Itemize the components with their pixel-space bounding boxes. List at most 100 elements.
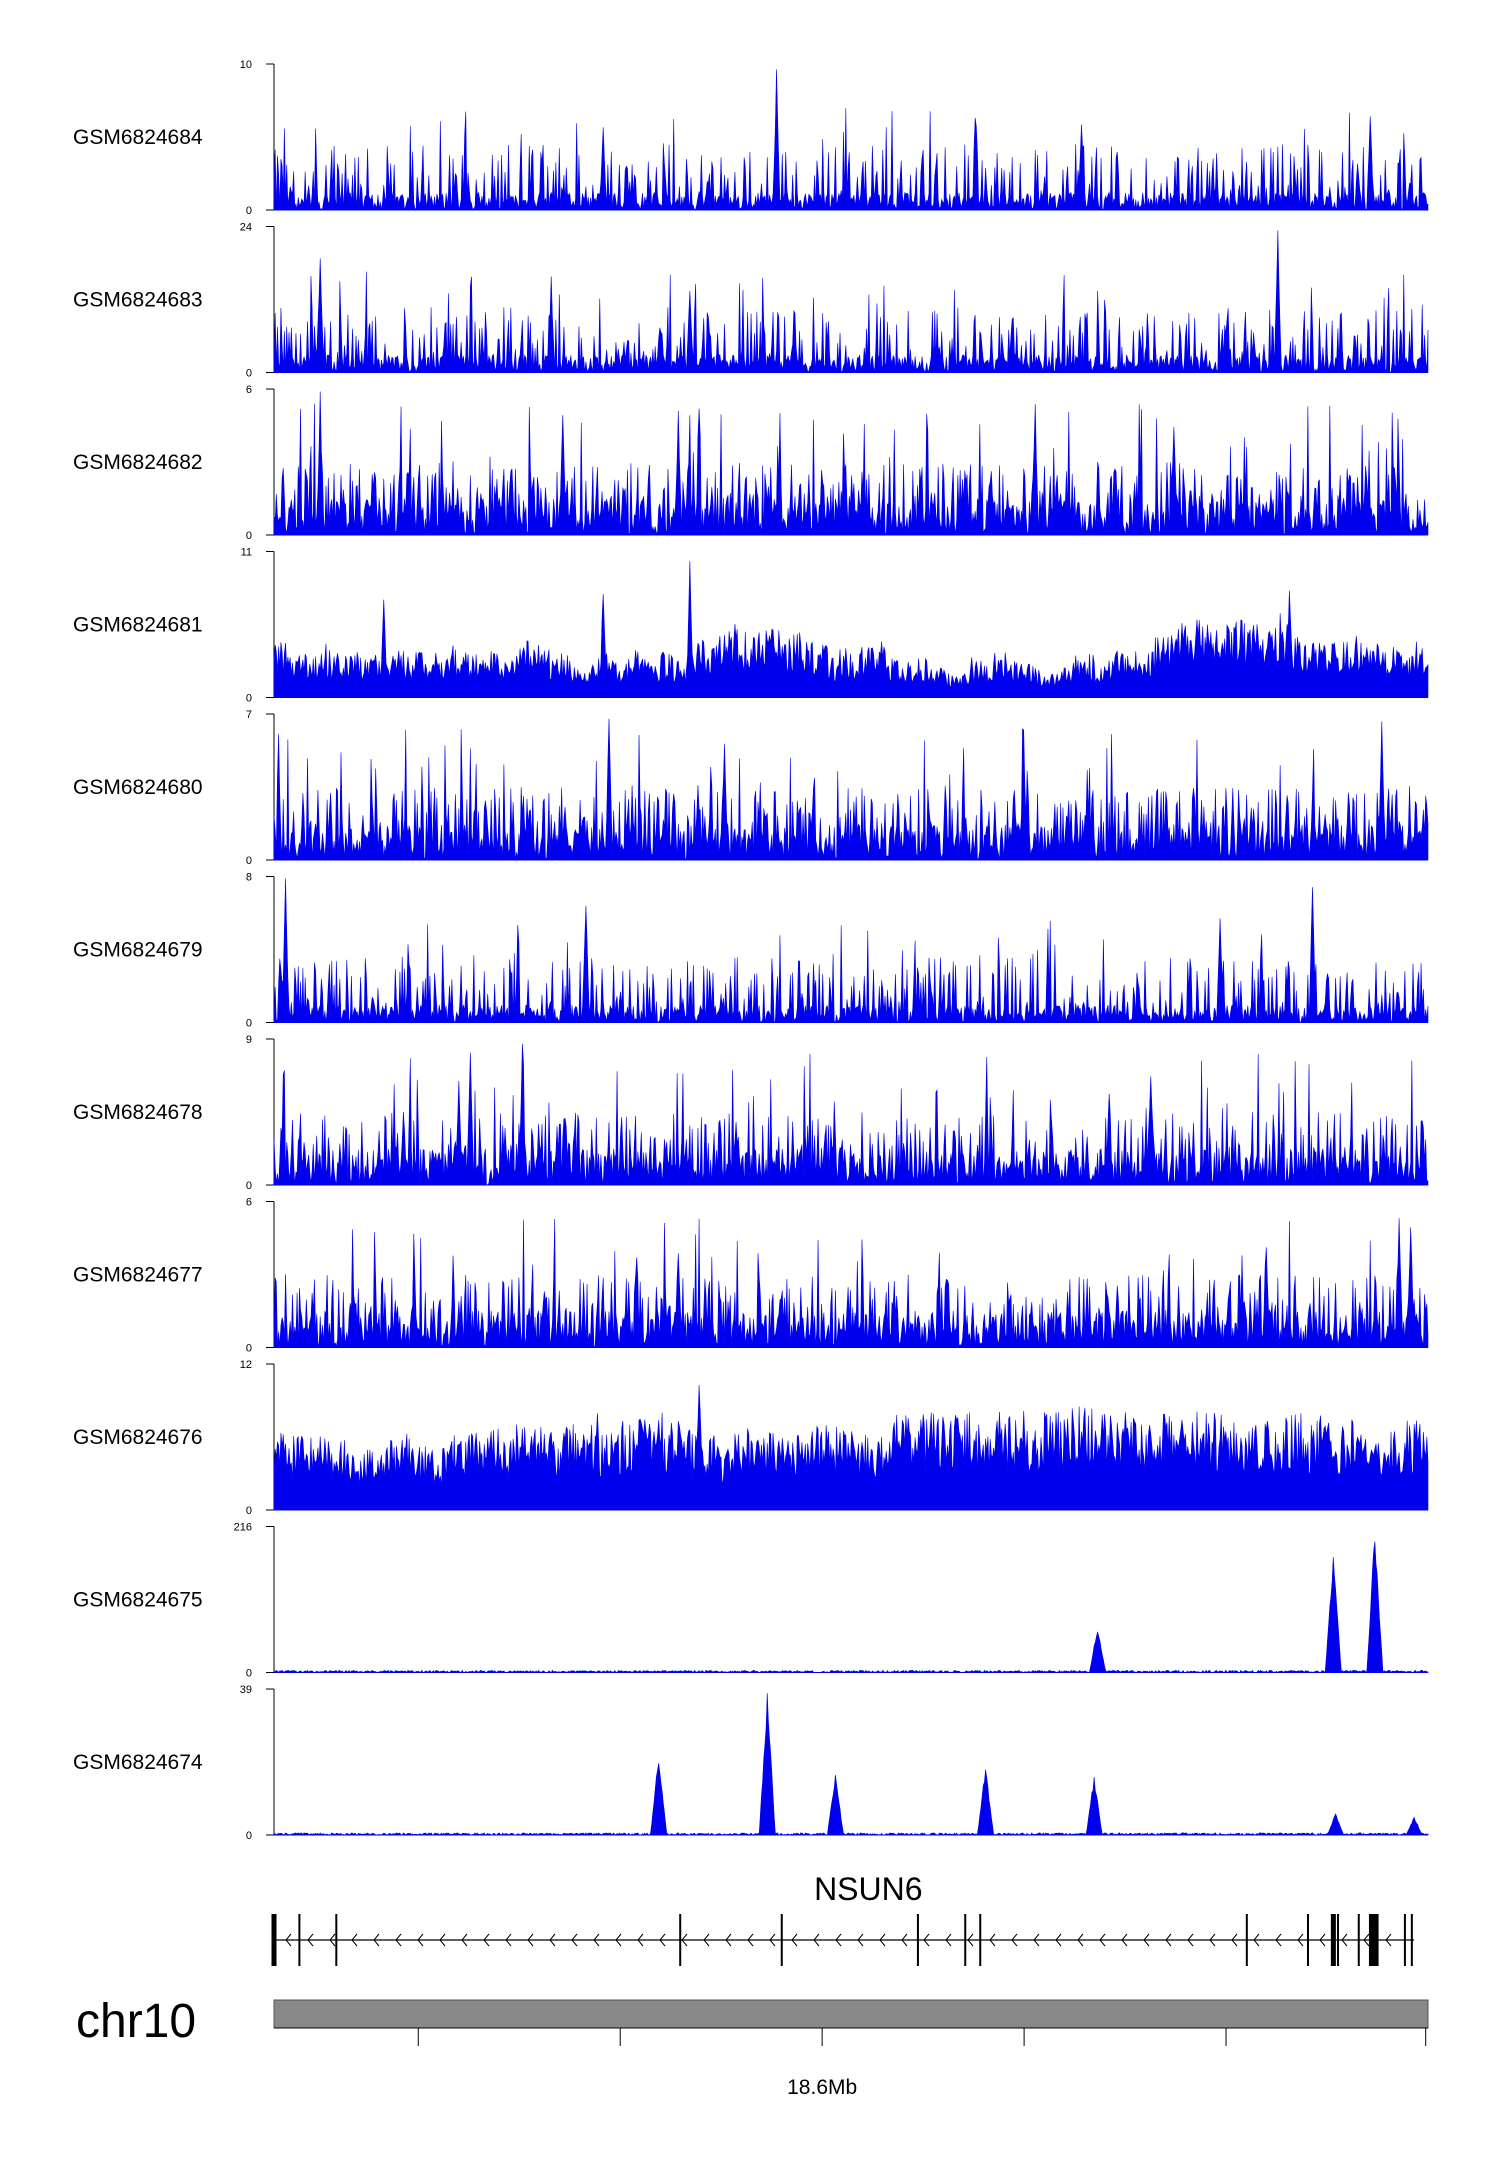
strand-arrow xyxy=(505,1933,512,1947)
y-max-label: 12 xyxy=(240,1359,252,1371)
track-label: GSM6824674 xyxy=(73,1751,203,1774)
strand-arrow xyxy=(571,1933,578,1947)
strand-arrow xyxy=(483,1933,490,1947)
track-label: GSM6824676 xyxy=(73,1426,203,1449)
gene-exon xyxy=(1336,1914,1339,1966)
gene-exon xyxy=(1368,1914,1374,1966)
gene-annotation-track: NSUN6 xyxy=(271,1871,1415,1966)
strand-arrow xyxy=(1209,1933,1216,1947)
y-max-label: 7 xyxy=(246,709,252,721)
strand-arrow xyxy=(1121,1933,1128,1947)
strand-arrow xyxy=(659,1933,666,1947)
gene-exon xyxy=(271,1914,277,1966)
coverage-area xyxy=(273,391,1429,536)
track-label: GSM6824678 xyxy=(73,1101,203,1124)
gene-exon xyxy=(1306,1914,1309,1966)
coverage-area xyxy=(273,1218,1429,1348)
coverage-track-gsm6824674: GSM6824674 39 0 xyxy=(73,1684,1429,1842)
y-max-label: 39 xyxy=(240,1684,252,1696)
strand-arrow xyxy=(593,1933,600,1947)
strand-arrow xyxy=(637,1933,644,1947)
strand-arrow xyxy=(1165,1933,1172,1947)
strand-arrow xyxy=(1187,1933,1194,1947)
gene-exon xyxy=(298,1914,301,1966)
coverage-track-gsm6824682: GSM6824682 6 0 xyxy=(73,384,1429,542)
y-min-label: 0 xyxy=(246,1018,252,1030)
y-min-label: 0 xyxy=(246,1343,252,1355)
gene-exon xyxy=(1373,1914,1379,1966)
strand-arrow xyxy=(1253,1933,1260,1947)
strand-arrow xyxy=(1231,1933,1238,1947)
strand-arrow xyxy=(549,1933,556,1947)
chromosome-axis: chr10 18.6Mb xyxy=(76,1995,1429,2099)
gene-name-label: NSUN6 xyxy=(814,1871,922,1907)
strand-arrow xyxy=(1319,1933,1326,1947)
y-min-label: 0 xyxy=(246,1180,252,1192)
strand-arrow xyxy=(1033,1933,1040,1947)
strand-arrow xyxy=(923,1933,930,1947)
gene-exon xyxy=(916,1914,919,1966)
y-min-label: 0 xyxy=(246,205,252,217)
gene-exon xyxy=(1410,1914,1413,1966)
y-max-label: 6 xyxy=(246,1197,252,1209)
strand-arrow xyxy=(835,1933,842,1947)
y-max-label: 24 xyxy=(240,222,252,234)
strand-arrow xyxy=(1363,1933,1370,1947)
strand-arrow xyxy=(527,1933,534,1947)
strand-arrow xyxy=(373,1933,380,1947)
gene-exon xyxy=(780,1914,783,1966)
strand-arrow xyxy=(747,1933,754,1947)
y-min-label: 0 xyxy=(246,855,252,867)
coverage-track-gsm6824681: GSM6824681 11 0 xyxy=(73,547,1429,705)
coverage-area xyxy=(273,718,1429,861)
strand-arrow xyxy=(989,1933,996,1947)
coverage-area xyxy=(273,1385,1429,1511)
coverage-track-gsm6824677: GSM6824677 6 0 xyxy=(73,1197,1429,1355)
gene-exon xyxy=(1403,1914,1406,1966)
gene-exon xyxy=(1330,1914,1336,1966)
y-max-label: 8 xyxy=(246,872,252,884)
strand-arrow xyxy=(681,1933,688,1947)
gene-exon xyxy=(1357,1914,1360,1966)
track-label: GSM6824677 xyxy=(73,1264,203,1287)
track-label: GSM6824680 xyxy=(73,776,203,799)
y-min-label: 0 xyxy=(246,693,252,705)
strand-arrow xyxy=(901,1933,908,1947)
strand-arrow xyxy=(703,1933,710,1947)
coverage-area xyxy=(273,561,1429,698)
strand-arrow xyxy=(967,1933,974,1947)
strand-arrow xyxy=(857,1933,864,1947)
track-label: GSM6824681 xyxy=(73,614,203,637)
gene-exon xyxy=(679,1914,682,1966)
strand-arrow xyxy=(725,1933,732,1947)
chromosome-bar xyxy=(273,1999,1429,2029)
strand-arrow xyxy=(1055,1933,1062,1947)
y-max-label: 6 xyxy=(246,384,252,396)
track-label: GSM6824683 xyxy=(73,289,203,312)
strand-arrow xyxy=(1275,1933,1282,1947)
coverage-track-gsm6824679: GSM6824679 8 0 xyxy=(73,872,1429,1030)
y-max-label: 9 xyxy=(246,1034,252,1046)
strand-arrow xyxy=(1385,1933,1392,1947)
y-min-label: 0 xyxy=(246,1830,252,1842)
track-label: GSM6824682 xyxy=(73,451,203,474)
coverage-area xyxy=(273,230,1429,374)
coverage-track-gsm6824678: GSM6824678 9 0 xyxy=(73,1034,1429,1192)
coverage-area xyxy=(273,1693,1429,1836)
strand-arrow xyxy=(615,1933,622,1947)
strand-arrow xyxy=(879,1933,886,1947)
y-max-label: 10 xyxy=(240,59,252,71)
strand-arrow xyxy=(1011,1933,1018,1947)
strand-arrow xyxy=(285,1933,292,1947)
coverage-track-gsm6824676: GSM6824676 12 0 xyxy=(73,1359,1429,1517)
strand-arrow xyxy=(1297,1933,1304,1947)
coverage-track-gsm6824684: GSM6824684 10 0 xyxy=(73,59,1429,217)
gene-exon xyxy=(1245,1914,1248,1966)
strand-arrow xyxy=(417,1933,424,1947)
strand-arrow xyxy=(791,1933,798,1947)
gene-exon xyxy=(335,1914,338,1966)
coverage-area xyxy=(273,1541,1429,1674)
chromosome-label: chr10 xyxy=(76,1995,196,2048)
y-max-label: 11 xyxy=(241,547,252,559)
